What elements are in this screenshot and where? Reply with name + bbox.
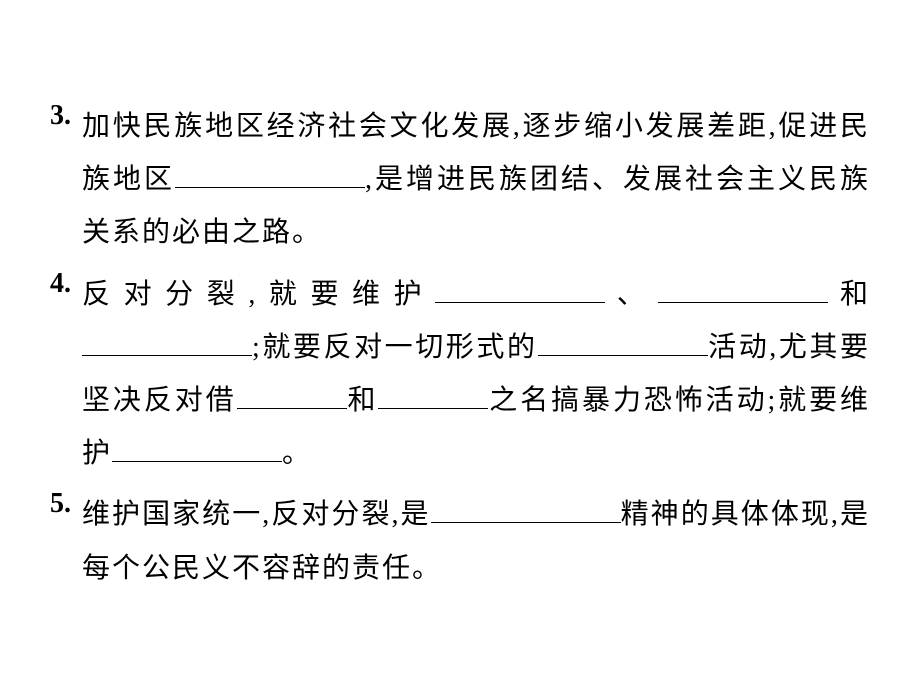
fill-blank <box>538 332 708 356</box>
text-segment: 、 <box>605 279 658 310</box>
text-segment: 和 <box>347 385 379 416</box>
text-segment: ;就要反对一切形式的 <box>252 332 538 363</box>
fill-blank <box>175 164 365 188</box>
question-number: 5. <box>50 488 82 594</box>
question-item: 3.加快民族地区经济社会文化发展,逐步缩小发展差距,促进民族地区,是增进民族团结… <box>50 100 870 260</box>
fill-blank <box>378 385 488 409</box>
fill-blank <box>431 499 621 523</box>
fill-blank <box>237 385 347 409</box>
text-segment: 和 <box>828 279 870 310</box>
text-segment: 维护国家统一,反对分裂,是 <box>82 499 431 530</box>
question-number: 4. <box>50 268 82 481</box>
fill-blank <box>112 438 282 462</box>
question-item: 5.维护国家统一,反对分裂,是精神的具体体现,是每个公民义不容辞的责任。 <box>50 488 870 594</box>
fill-blank <box>435 279 605 303</box>
fill-blank <box>658 279 828 303</box>
fill-blank <box>82 332 252 356</box>
document-container: 3.加快民族地区经济社会文化发展,逐步缩小发展差距,促进民族地区,是增进民族团结… <box>50 100 870 595</box>
question-content: 维护国家统一,反对分裂,是精神的具体体现,是每个公民义不容辞的责任。 <box>82 488 870 594</box>
text-segment: 反对分裂,就要维护 <box>82 279 435 310</box>
question-content: 反对分裂,就要维护、和;就要反对一切形式的活动,尤其要坚决反对借和之名搞暴力恐怖… <box>82 268 870 481</box>
question-content: 加快民族地区经济社会文化发展,逐步缩小发展差距,促进民族地区,是增进民族团结、发… <box>82 100 870 260</box>
question-item: 4.反对分裂,就要维护、和;就要反对一切形式的活动,尤其要坚决反对借和之名搞暴力… <box>50 268 870 481</box>
text-segment: 。 <box>282 438 312 469</box>
question-number: 3. <box>50 100 82 260</box>
